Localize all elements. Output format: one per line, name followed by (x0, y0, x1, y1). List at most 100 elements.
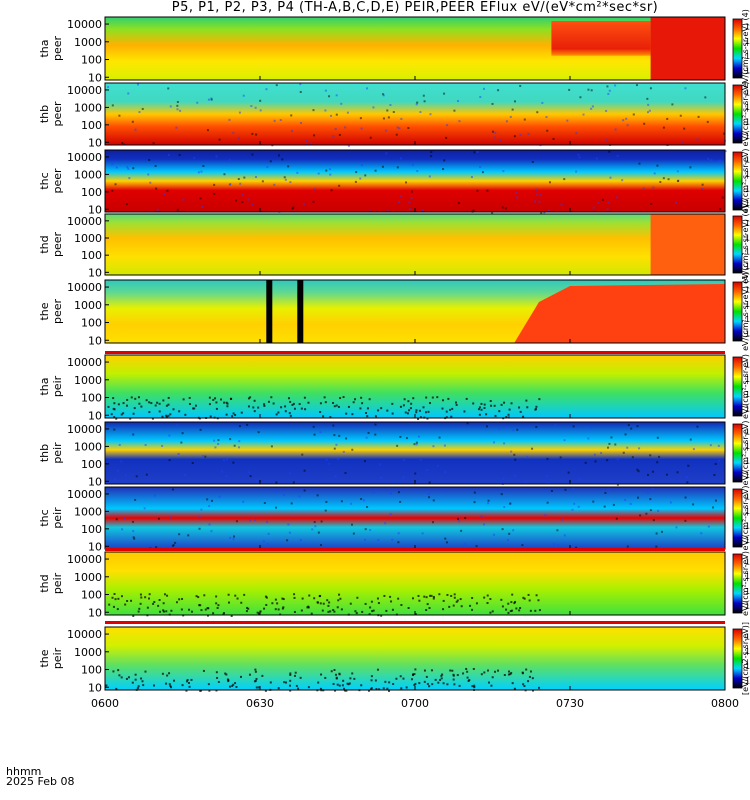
noise-speck (433, 598, 435, 600)
noise-speck (443, 600, 445, 602)
noise-speck (717, 160, 719, 162)
noise-speck (650, 87, 652, 89)
noise-speck (294, 611, 296, 613)
noise-speck (522, 416, 524, 418)
noise-speck (521, 544, 523, 546)
noise-speck (213, 184, 215, 186)
panel-label-probe: thb (38, 105, 51, 123)
noise-speck (303, 203, 305, 205)
y-tick-label: 1000 (74, 232, 102, 245)
y-tick-label: 100 (81, 249, 102, 262)
noise-speck (579, 96, 581, 98)
noise-speck (479, 166, 481, 168)
noise-speck (213, 440, 215, 442)
noise-speck (137, 83, 139, 85)
noise-speck (637, 497, 639, 499)
noise-speck (373, 492, 375, 494)
noise-speck (650, 509, 652, 511)
noise-speck (607, 208, 609, 210)
colorbar-label: eV/(cm²-s-sr-eV) (741, 149, 750, 214)
noise-speck (677, 180, 679, 182)
noise-speck (112, 104, 114, 106)
flux-feature (651, 17, 725, 80)
noise-speck (525, 669, 527, 671)
noise-speck (134, 129, 136, 131)
noise-speck (332, 425, 334, 427)
noise-speck (386, 109, 388, 111)
noise-speck (454, 597, 456, 599)
noise-speck (514, 459, 516, 461)
noise-speck (423, 95, 425, 97)
noise-speck (353, 678, 355, 680)
noise-speck (226, 459, 228, 461)
noise-speck (366, 87, 368, 89)
noise-speck (155, 165, 157, 167)
noise-speck (189, 397, 191, 399)
noise-speck (304, 470, 306, 472)
noise-speck (155, 404, 157, 406)
noise-speck (147, 173, 149, 175)
noise-speck (614, 443, 616, 445)
noise-speck (383, 687, 385, 689)
noise-speck (134, 499, 136, 501)
noise-speck (338, 406, 340, 408)
noise-speck (240, 602, 242, 604)
noise-speck (497, 670, 499, 672)
x-tick-label: 0800 (711, 697, 739, 710)
noise-speck (167, 87, 169, 89)
noise-speck (627, 546, 629, 548)
noise-speck (551, 490, 553, 492)
noise-speck (607, 202, 609, 204)
noise-speck (116, 167, 118, 169)
noise-speck (403, 459, 405, 461)
noise-speck (342, 684, 344, 686)
noise-speck (294, 675, 296, 677)
noise-speck (592, 501, 594, 503)
noise-speck (587, 437, 589, 439)
noise-speck (617, 155, 619, 157)
noise-speck (126, 678, 128, 680)
noise-speck (355, 181, 357, 183)
noise-speck (216, 677, 218, 679)
spectrogram-area (105, 552, 725, 615)
noise-speck (514, 475, 516, 477)
noise-speck (508, 414, 510, 416)
noise-speck (232, 538, 234, 540)
noise-speck (595, 460, 597, 462)
colorbar-label: eV/(cm²-s-sr-eV) (741, 551, 750, 616)
noise-speck (501, 404, 503, 406)
noise-speck (509, 409, 511, 411)
noise-speck (502, 528, 504, 530)
noise-speck (616, 518, 618, 520)
noise-speck (255, 671, 257, 673)
noise-speck (324, 396, 326, 398)
noise-speck (336, 114, 338, 116)
noise-speck (380, 477, 382, 479)
noise-speck (389, 104, 391, 106)
noise-speck (157, 605, 159, 607)
noise-speck (138, 611, 140, 613)
noise-speck (347, 683, 349, 685)
noise-speck (134, 398, 136, 400)
noise-speck (485, 413, 487, 415)
noise-speck (217, 607, 219, 609)
noise-speck (302, 598, 304, 600)
y-tick-label: 10 (88, 540, 102, 553)
noise-speck (573, 425, 575, 427)
noise-speck (607, 93, 609, 95)
noise-speck (684, 87, 686, 89)
flux-band (105, 621, 725, 624)
noise-speck (324, 109, 326, 111)
y-tick-label: 10 (88, 606, 102, 619)
noise-speck (299, 403, 301, 405)
noise-speck (218, 681, 220, 683)
noise-speck (483, 407, 485, 409)
noise-speck (492, 103, 494, 105)
colorbar-label: eV/(cm²-s-sr-eV) (741, 82, 750, 147)
spectrogram-area (105, 487, 725, 549)
noise-speck (164, 593, 166, 595)
noise-speck (383, 94, 385, 96)
noise-speck (614, 84, 616, 86)
noise-speck (255, 479, 257, 481)
noise-speck (290, 114, 292, 116)
